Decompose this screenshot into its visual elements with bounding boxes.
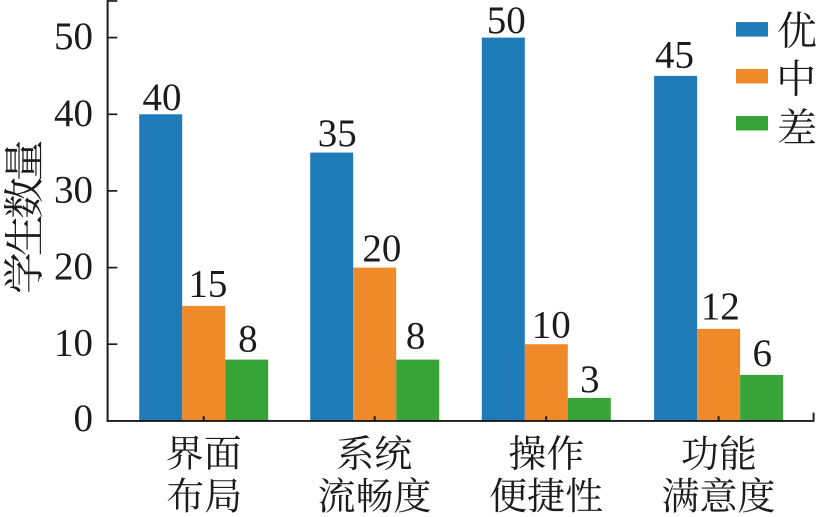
svg-text:40: 40 [54,92,93,135]
svg-text:12: 12 [701,285,740,328]
svg-text:10: 10 [532,303,571,346]
svg-text:8: 8 [238,318,258,361]
svg-text:45: 45 [655,34,694,77]
svg-text:8: 8 [406,315,426,358]
svg-text:3: 3 [580,358,600,401]
svg-text:20: 20 [54,245,93,288]
svg-text:50: 50 [487,0,526,42]
svg-text:10: 10 [54,322,93,365]
svg-text:50: 50 [54,15,93,58]
svg-text:0: 0 [74,397,94,440]
svg-text:6: 6 [753,332,773,375]
svg-text:35: 35 [318,112,357,155]
svg-text:40: 40 [143,76,182,119]
svg-text:20: 20 [362,227,401,270]
svg-text:15: 15 [188,263,227,306]
svg-text:30: 30 [54,168,93,211]
